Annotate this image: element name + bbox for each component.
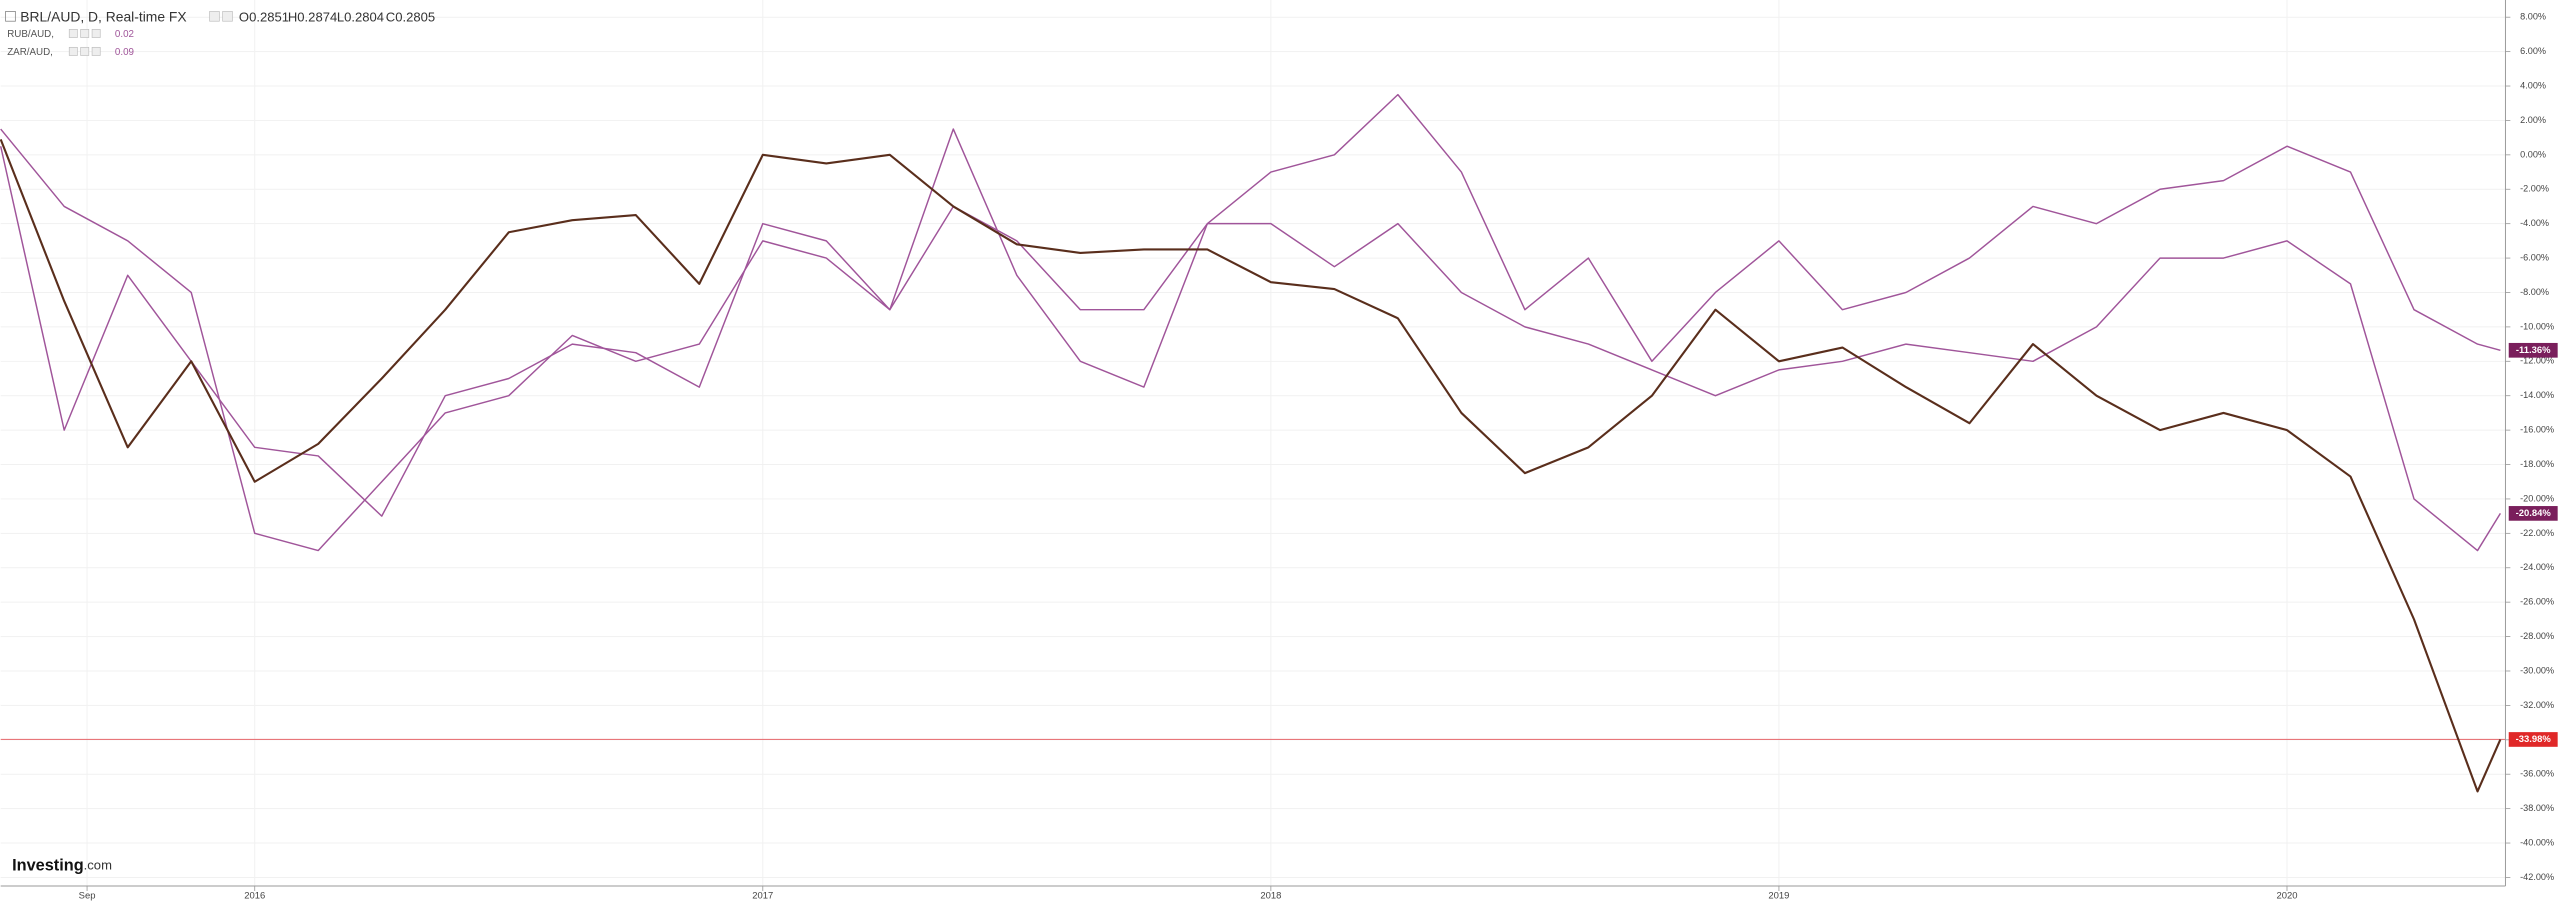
x-tick-label: 2016 <box>244 890 265 901</box>
y-tick-label: -36.00% <box>2520 769 2554 779</box>
last-value-label: -11.36% <box>2516 345 2551 356</box>
last-value-label: -20.84% <box>2516 508 2552 519</box>
brand-main: Investing <box>12 857 84 875</box>
x-tick-label: Sep <box>79 890 96 901</box>
ohlc-open: O0.2851 <box>239 9 289 24</box>
ohlc-high: H0.2874 <box>288 9 337 24</box>
y-tick-label: -28.00% <box>2520 631 2554 641</box>
x-tick-label: 2017 <box>752 890 773 901</box>
plot-area <box>0 93 2506 793</box>
icon[interactable] <box>209 11 220 22</box>
y-tick-label: -32.00% <box>2520 700 2554 710</box>
y-tick-label: -2.00% <box>2520 184 2549 194</box>
icon[interactable] <box>80 29 90 38</box>
y-tick-label: -30.00% <box>2520 665 2554 675</box>
series-line <box>0 138 2502 793</box>
icon[interactable] <box>68 46 78 56</box>
series-line <box>0 93 2501 552</box>
collapse-icon[interactable] <box>5 11 16 22</box>
y-tick-label: -4.00% <box>2520 218 2549 228</box>
y-tick-label: -26.00% <box>2520 597 2554 607</box>
y-tick-label: -6.00% <box>2520 252 2549 262</box>
y-tick-label: -10.00% <box>2520 321 2554 331</box>
y-tick-label: -24.00% <box>2520 562 2554 572</box>
y-tick-label: 8.00% <box>2520 12 2546 22</box>
y-tick-label: -38.00% <box>2520 803 2554 813</box>
brand-logo: Investing.com <box>12 857 112 875</box>
icon[interactable] <box>91 29 101 38</box>
last-value-label: -33.98% <box>2516 734 2552 745</box>
legend-label: ZAR/AUD, <box>7 47 53 58</box>
y-tick-label: -40.00% <box>2520 837 2554 847</box>
last-value-badge <box>2508 506 2558 521</box>
y-tick-label: 2.00% <box>2520 115 2546 125</box>
y-tick-label: 6.00% <box>2520 46 2546 56</box>
legend-value: 0.09 <box>115 47 134 58</box>
last-value-badge <box>2508 342 2558 358</box>
x-tick-label: 2018 <box>1260 890 1281 901</box>
icon[interactable] <box>80 46 90 56</box>
brand-suffix: .com <box>84 858 112 873</box>
last-value-badge <box>2508 732 2558 747</box>
legend-label: RUB/AUD, <box>7 29 54 40</box>
y-tick-label: -42.00% <box>2520 872 2554 882</box>
main-series-title: BRL/AUD, D, Real-time FX <box>20 9 186 25</box>
y-tick-label: 0.00% <box>2520 149 2546 159</box>
y-tick-label: -12.00% <box>2520 356 2554 366</box>
axes: 8.00% 6.00% 4.00% 2.00% 0.00% -2.00% -4.00% -6.… <box>79 12 2558 901</box>
x-tick-label: 2020 <box>2276 890 2297 901</box>
ohlc-low: L0.2804 <box>337 9 384 24</box>
ohlc-close: C0.2805 <box>386 9 435 24</box>
legend-icons <box>68 29 101 56</box>
y-tick-label: -18.00% <box>2520 459 2554 469</box>
icon[interactable] <box>222 11 233 22</box>
y-tick-label: -16.00% <box>2520 425 2554 435</box>
icon[interactable] <box>68 29 78 38</box>
legend-value: 0.02 <box>115 29 134 40</box>
y-tick-label: -8.00% <box>2520 287 2549 297</box>
x-tick-label: 2019 <box>1768 890 1789 901</box>
y-tick-label: -20.00% <box>2520 493 2554 503</box>
icon[interactable] <box>91 46 101 56</box>
y-tick-label: -14.00% <box>2520 390 2554 400</box>
header-icons <box>209 11 233 22</box>
y-tick-label: 4.00% <box>2520 80 2546 90</box>
y-tick-label: -22.00% <box>2520 528 2554 538</box>
